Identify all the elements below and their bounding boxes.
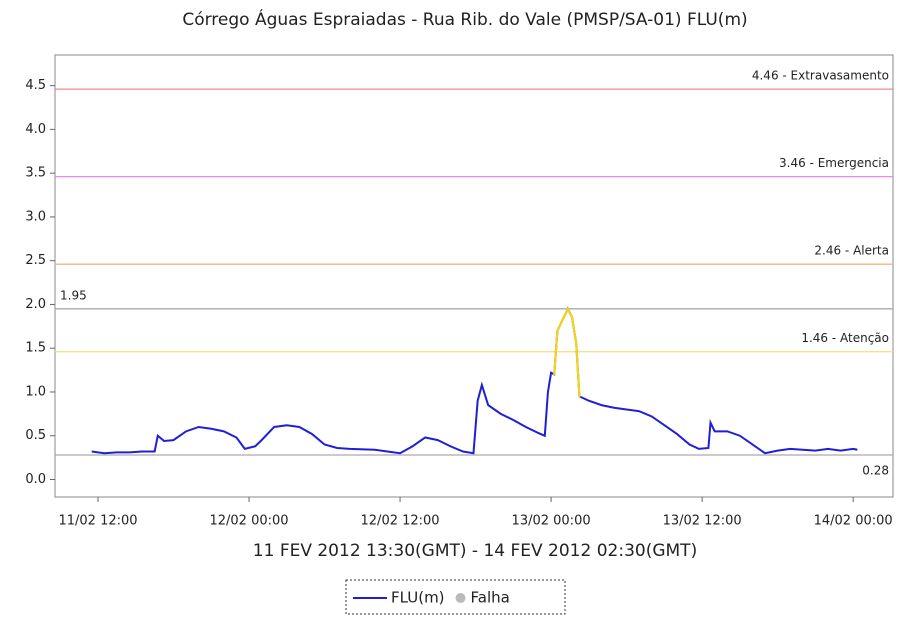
y-tick-label: 4.5 <box>25 78 46 93</box>
y-tick-label: 0.5 <box>25 428 46 443</box>
alert-segment <box>562 307 569 319</box>
legend-swatch <box>455 593 466 603</box>
x-tick-label: 13/02 12:00 <box>663 514 742 529</box>
legend-label: FLU(m) <box>391 589 445 607</box>
alert-segment <box>553 329 559 376</box>
alert-segment <box>570 316 578 345</box>
x-tick-label: 12/02 00:00 <box>209 514 288 529</box>
y-tick-label: 1.5 <box>25 341 46 356</box>
y-tick-label: 0.0 <box>25 472 46 487</box>
y-tick-label: 4.0 <box>25 122 46 137</box>
x-tick-label: 12/02 12:00 <box>361 514 440 529</box>
y-tick-label: 3.0 <box>25 209 46 224</box>
y-tick-label: 2.0 <box>25 297 46 312</box>
x-tick-label: 13/02 00:00 <box>512 514 591 529</box>
alert-segment <box>575 342 581 398</box>
chart-title: Córrego Águas Espraiadas - Rua Rib. do V… <box>182 8 747 30</box>
alert-segment <box>556 316 565 332</box>
x-tick-label: 11/02 12:00 <box>58 514 137 529</box>
threshold-label: 3.46 - Emergencia <box>779 156 889 170</box>
plot-area <box>54 54 894 498</box>
x-tick-label: 14/02 00:00 <box>814 514 893 529</box>
x-axis-label: 11 FEV 2012 13:30(GMT) - 14 FEV 2012 02:… <box>253 541 697 561</box>
y-tick-label: 3.5 <box>25 166 46 181</box>
threshold-label: 4.46 - Extravasamento <box>752 69 889 83</box>
threshold-label: 1.46 - Atenção <box>801 331 889 345</box>
threshold-label: 2.46 - Alerta <box>814 244 889 258</box>
threshold-label: 1.95 <box>60 288 87 302</box>
y-tick-label: 2.5 <box>25 253 46 268</box>
threshold-label: 0.28 <box>862 463 889 477</box>
alert-segment <box>566 307 574 319</box>
legend-box <box>345 579 566 615</box>
data-line <box>91 306 858 455</box>
y-tick-label: 1.0 <box>25 384 46 399</box>
legend-label: Falha <box>471 589 510 607</box>
